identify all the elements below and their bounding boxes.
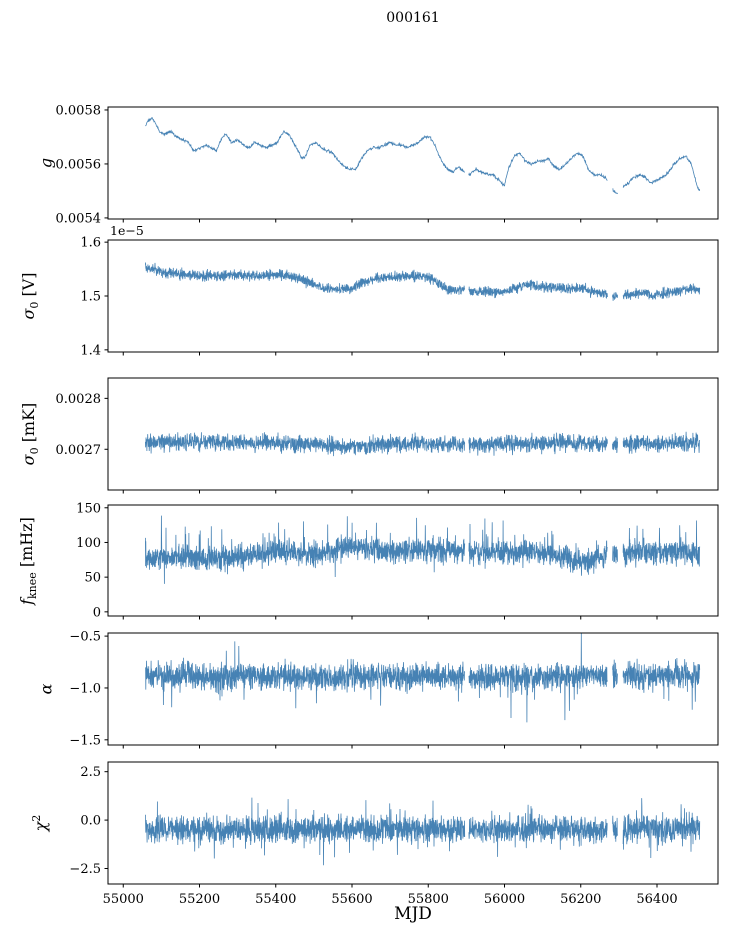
svg-text:100: 100	[76, 536, 101, 551]
svg-text:0.0054: 0.0054	[56, 211, 102, 226]
svg-text:1.5: 1.5	[80, 290, 101, 305]
svg-text:−0.5: −0.5	[69, 630, 101, 645]
ylabel-chi2: χ2	[29, 814, 51, 832]
svg-text:50: 50	[84, 571, 101, 586]
svg-text:1e−5: 1e−5	[110, 223, 144, 238]
svg-text:2.5: 2.5	[80, 765, 101, 780]
panel-chi2: −2.5 0.0 2.5 55000 55200 55400 55600 55800 56000…	[69, 761, 719, 907]
svg-text:150: 150	[76, 501, 101, 516]
ylabel-sigma0v: σ0 [V]	[18, 272, 42, 320]
svg-text:0: 0	[93, 605, 101, 620]
svg-text:56000: 56000	[484, 892, 525, 907]
svg-text:−1.5: −1.5	[69, 733, 101, 748]
svg-text:1.4: 1.4	[80, 343, 101, 358]
svg-text:1.6: 1.6	[80, 236, 101, 251]
svg-text:56200: 56200	[560, 892, 601, 907]
panel-fknee: 0 50 100 150	[76, 501, 719, 620]
plot-title: 000161	[386, 10, 440, 26]
svg-text:55800: 55800	[408, 892, 449, 907]
ylabel-alpha: α	[36, 683, 56, 695]
svg-text:55000: 55000	[103, 892, 144, 907]
ylabel-sigma0mk: σ0 [mK]	[18, 402, 42, 466]
svg-text:0.0028: 0.0028	[56, 392, 102, 407]
svg-text:56400: 56400	[636, 892, 677, 907]
svg-text:0.0: 0.0	[80, 814, 101, 829]
ylabel-g: g	[36, 157, 56, 169]
panel-sigma0mk: 0.0027 0.0028	[56, 377, 719, 494]
svg-text:−2.5: −2.5	[69, 862, 101, 877]
svg-text:0.0056: 0.0056	[56, 157, 102, 172]
svg-text:−1.0: −1.0	[69, 681, 101, 696]
x-axis-label: MJD	[394, 904, 432, 924]
svg-text:55400: 55400	[255, 892, 296, 907]
svg-text:55600: 55600	[331, 892, 372, 907]
svg-text:55200: 55200	[179, 892, 220, 907]
svg-text:0.0027: 0.0027	[56, 443, 102, 458]
ylabel-fknee: fknee [mHz]	[16, 516, 40, 605]
panel-sigma0v: 1.4 1.5 1.6 1e−5	[80, 223, 719, 358]
panel-g: 0.0054 0.0056 0.0058	[56, 103, 719, 226]
panel-alpha: −1.5 −1.0 −0.5	[69, 630, 719, 749]
svg-text:0.0058: 0.0058	[56, 103, 102, 118]
